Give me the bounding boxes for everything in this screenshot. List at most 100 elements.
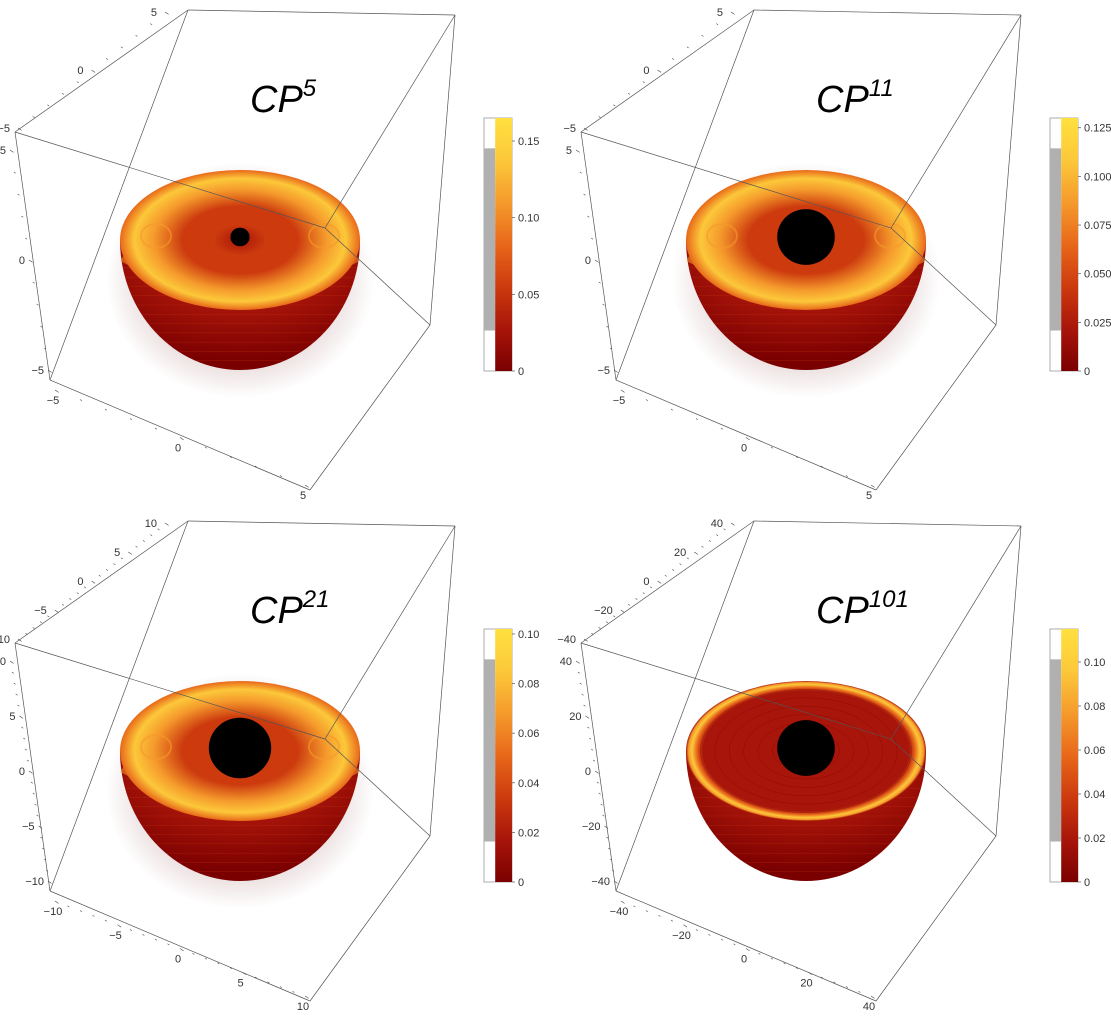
axis-tick bbox=[28, 259, 33, 263]
axis-tick bbox=[627, 603, 631, 606]
axis-tick bbox=[633, 905, 636, 908]
axis-tick bbox=[30, 781, 33, 784]
axis-tick-label: 0 bbox=[643, 65, 649, 77]
box-edge bbox=[324, 227, 431, 326]
box-edge bbox=[580, 642, 892, 740]
colorbar-tick-label: 0.08 bbox=[518, 679, 539, 691]
axis-tick bbox=[716, 534, 719, 537]
colorbar-range-indicator bbox=[1050, 148, 1062, 331]
axis-tick bbox=[129, 929, 132, 931]
axis-tick bbox=[620, 900, 625, 904]
box-edge bbox=[14, 642, 51, 892]
axis-tick bbox=[61, 92, 65, 95]
axis-tick bbox=[613, 369, 618, 373]
axis-tick bbox=[17, 704, 20, 707]
density-hemisphere bbox=[106, 162, 374, 398]
axis-tick bbox=[9, 149, 14, 153]
axis-tick-label: 20 bbox=[674, 547, 686, 559]
box-edge bbox=[14, 131, 326, 229]
box-edge bbox=[890, 227, 997, 326]
axis-tick bbox=[820, 976, 823, 979]
axis-tick bbox=[135, 34, 138, 37]
axis-tick bbox=[658, 915, 661, 917]
axis-tick bbox=[117, 924, 122, 928]
axis-tick bbox=[587, 726, 590, 729]
axis-tick bbox=[694, 551, 699, 555]
axis-tick bbox=[611, 869, 615, 872]
box-edge bbox=[187, 9, 456, 16]
left-axis: 10 5 0 −5 −10 bbox=[0, 656, 52, 888]
axis-tick bbox=[38, 825, 43, 829]
axis-tick bbox=[695, 418, 698, 420]
colorbar-tick-label: 0.100 bbox=[1084, 171, 1111, 183]
axis-tick bbox=[795, 967, 798, 969]
box-edge bbox=[49, 9, 189, 381]
plot-panel-cp11: 5 0 −5 5 0 −5 −5 0 5 CP11 0.125 0.100 0.075 0.050 0.02… bbox=[563, 0, 1111, 510]
box-edge bbox=[309, 324, 431, 491]
axis-tick bbox=[79, 910, 82, 912]
axis-tick bbox=[610, 858, 613, 861]
axis-tick-label: 5 bbox=[0, 145, 6, 157]
box-edge bbox=[309, 835, 431, 1002]
axis-tick-label: −5 bbox=[563, 123, 576, 135]
axis-tick bbox=[783, 962, 786, 965]
box-edge bbox=[875, 835, 997, 1002]
axis-tick bbox=[76, 592, 79, 595]
axis-tick bbox=[106, 58, 109, 60]
axis-tick bbox=[47, 615, 50, 618]
axis-tick-label: 40 bbox=[863, 1001, 875, 1013]
lobe-right bbox=[308, 734, 340, 760]
colorbar: 0.15 0.10 0.05 0 bbox=[483, 117, 539, 378]
axis-tick-label: −20 bbox=[672, 930, 691, 942]
axis-tick bbox=[279, 475, 282, 477]
axis-tick bbox=[591, 748, 594, 751]
lobe-right bbox=[308, 223, 340, 249]
axis-tick bbox=[686, 557, 689, 560]
axis-tick bbox=[192, 953, 195, 955]
colorbar-range-indicator bbox=[1050, 659, 1062, 842]
axis-tick-label: 10 bbox=[145, 518, 157, 530]
colorbar-gradient bbox=[1061, 629, 1078, 882]
axis-tick-label: 5 bbox=[300, 490, 306, 502]
plot-title: CP11 bbox=[816, 75, 894, 121]
plot-title: CP21 bbox=[250, 586, 330, 632]
axis-tick bbox=[664, 574, 667, 577]
axis-tick-label: 10 bbox=[297, 1001, 309, 1013]
box-edge bbox=[890, 738, 997, 837]
axis-tick bbox=[11, 671, 14, 674]
density-hemisphere bbox=[106, 673, 374, 909]
axis-tick bbox=[820, 465, 823, 468]
axis-tick bbox=[679, 563, 682, 566]
axis-tick bbox=[583, 704, 586, 707]
colorbar-tick-label: 0.06 bbox=[518, 728, 539, 740]
lobe-left bbox=[140, 734, 172, 760]
axis-tick bbox=[845, 475, 848, 477]
plot-title-exponent: 101 bbox=[869, 586, 909, 613]
colorbar-tick-label: 0.025 bbox=[1084, 317, 1111, 329]
axis-tick bbox=[708, 540, 711, 542]
front-axis: −5 0 5 bbox=[47, 389, 309, 502]
axis-tick bbox=[598, 116, 601, 118]
axis-tick bbox=[581, 693, 584, 696]
axis-tick bbox=[13, 171, 16, 174]
axis-tick-label: −5 bbox=[31, 365, 44, 377]
box-front-edges bbox=[580, 525, 1022, 1002]
axis-tick bbox=[128, 551, 133, 555]
axis-tick bbox=[670, 408, 673, 411]
axis-tick-label: 0 bbox=[175, 954, 181, 966]
axis-tick bbox=[79, 399, 82, 401]
colorbar-tick-label: 0.06 bbox=[1084, 745, 1105, 757]
axis-tick bbox=[870, 484, 875, 488]
axis-tick bbox=[583, 193, 586, 196]
axis-tick bbox=[594, 770, 599, 774]
plot-svg: 40 20 0 −20 −40 40 20 0 −20 −40 −40 −20 0 20 40 CP101 0.… bbox=[557, 518, 1105, 1013]
axis-tick bbox=[723, 528, 726, 531]
axis-tick bbox=[585, 715, 590, 719]
axis-tick bbox=[129, 418, 132, 420]
axis-tick-label: 0 bbox=[77, 576, 83, 588]
box-edge bbox=[429, 14, 456, 326]
box-edge bbox=[615, 520, 755, 892]
box-edge bbox=[324, 738, 431, 837]
axis-tick bbox=[608, 847, 611, 850]
axis-tick-label: 5 bbox=[151, 7, 157, 19]
